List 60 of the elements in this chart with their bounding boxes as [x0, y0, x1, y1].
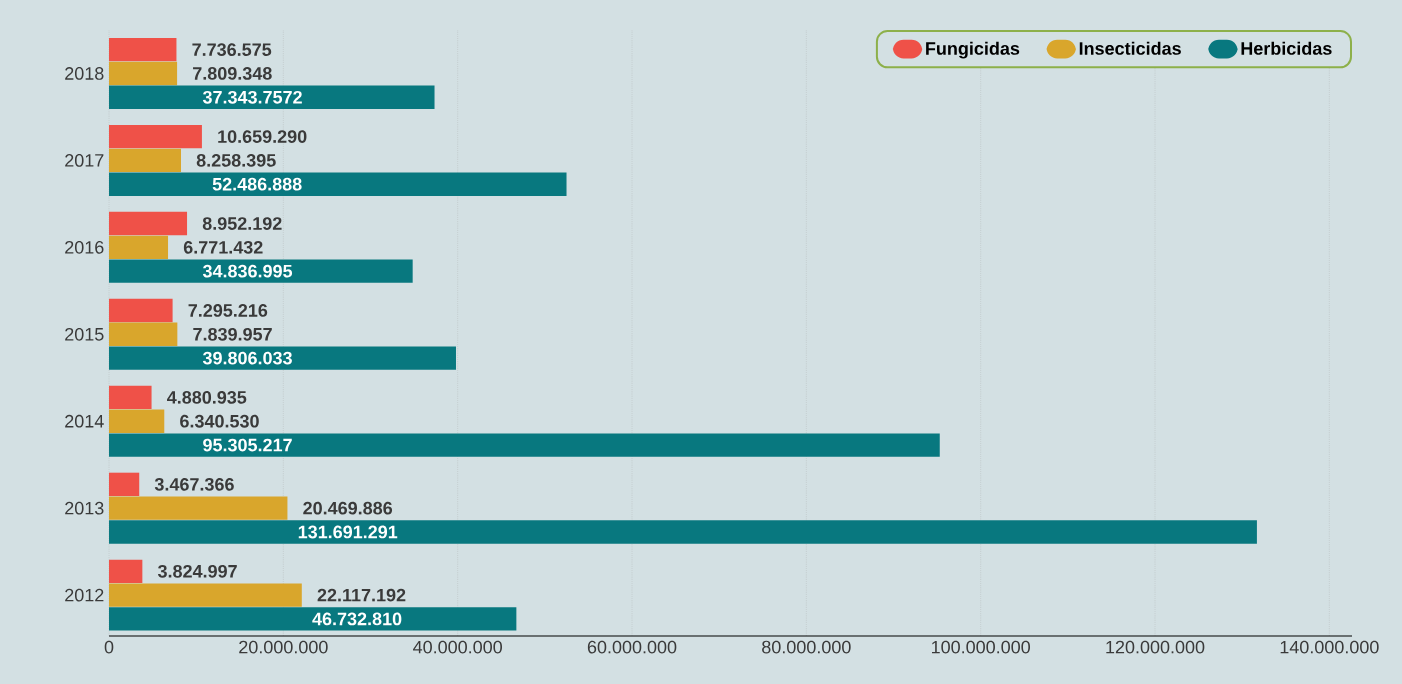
data-label: 20.469.886: [303, 501, 393, 515]
data-label: 6.340.530: [180, 414, 259, 428]
bar: [109, 472, 140, 497]
data-label: 39.806.033: [202, 351, 292, 365]
data-label: 7.736.575: [192, 43, 272, 57]
bar: [109, 298, 173, 323]
bar: [109, 61, 178, 86]
bar: [109, 172, 567, 196]
x-tick-label: 60.000.000: [587, 640, 677, 654]
x-tick-label: 100.000.000: [932, 640, 1030, 654]
legend-label: Herbicidas: [1241, 41, 1332, 55]
data-label: 3.824.997: [157, 564, 237, 578]
data-label: 8.952.192: [202, 217, 282, 230]
y-tick-label: 2014: [65, 414, 104, 428]
bar: [109, 235, 169, 260]
bar: [109, 211, 188, 236]
y-tick-label: 2018: [65, 67, 104, 80]
x-tick-label: 20.000.000: [239, 640, 328, 654]
x-tick-label: 80.000.000: [762, 640, 851, 654]
data-label: 46.732.810: [312, 612, 402, 626]
bar: [109, 322, 178, 346]
bar: [109, 37, 177, 62]
bar: [109, 124, 202, 149]
data-label: 8.258.395: [196, 154, 276, 167]
data-label: 34.836.995: [202, 264, 293, 278]
data-label: 6.771.432: [183, 240, 263, 254]
legend-label: Insecticidas: [1079, 41, 1181, 55]
y-tick-label: 2017: [65, 154, 104, 167]
bar: [109, 85, 435, 109]
data-label: 37.343.7572: [202, 90, 302, 104]
legend-label: Fungicidas: [926, 41, 1020, 59]
data-label: 10.659.290: [218, 130, 307, 143]
bar: [109, 607, 517, 631]
bar: [109, 409, 165, 433]
data-label: 4.880.935: [167, 391, 247, 404]
data-label: 7.295.216: [188, 304, 268, 317]
x-tick-label: 120.000.000: [1106, 640, 1205, 654]
data-label: 95.305.217: [203, 438, 292, 452]
data-label: 7.809.348: [193, 67, 272, 80]
y-tick-label: 2016: [65, 240, 104, 254]
data-label: 7.839.957: [193, 327, 272, 341]
bar: [109, 559, 143, 583]
data-label: 131.691.291: [298, 525, 398, 539]
bar: [109, 583, 302, 607]
y-tick-label: 2012: [65, 588, 104, 602]
bar: [109, 148, 181, 173]
data-label: 3.467.366: [154, 477, 234, 491]
bar: [109, 346, 456, 370]
data-label: 22.117.192: [317, 588, 406, 602]
bar: [109, 259, 413, 283]
x-tick-label: 140.000.000: [1280, 640, 1379, 654]
y-tick-label: 2015: [65, 327, 104, 341]
bar: [109, 385, 152, 410]
y-tick-label: 2013: [65, 501, 104, 515]
bar: [109, 496, 288, 520]
data-label: 52.486.888: [212, 177, 302, 191]
bar: [109, 433, 940, 457]
x-tick-label: 40.000.000: [413, 640, 502, 654]
bar: [109, 520, 1257, 544]
x-tick-label: 0: [104, 640, 114, 654]
